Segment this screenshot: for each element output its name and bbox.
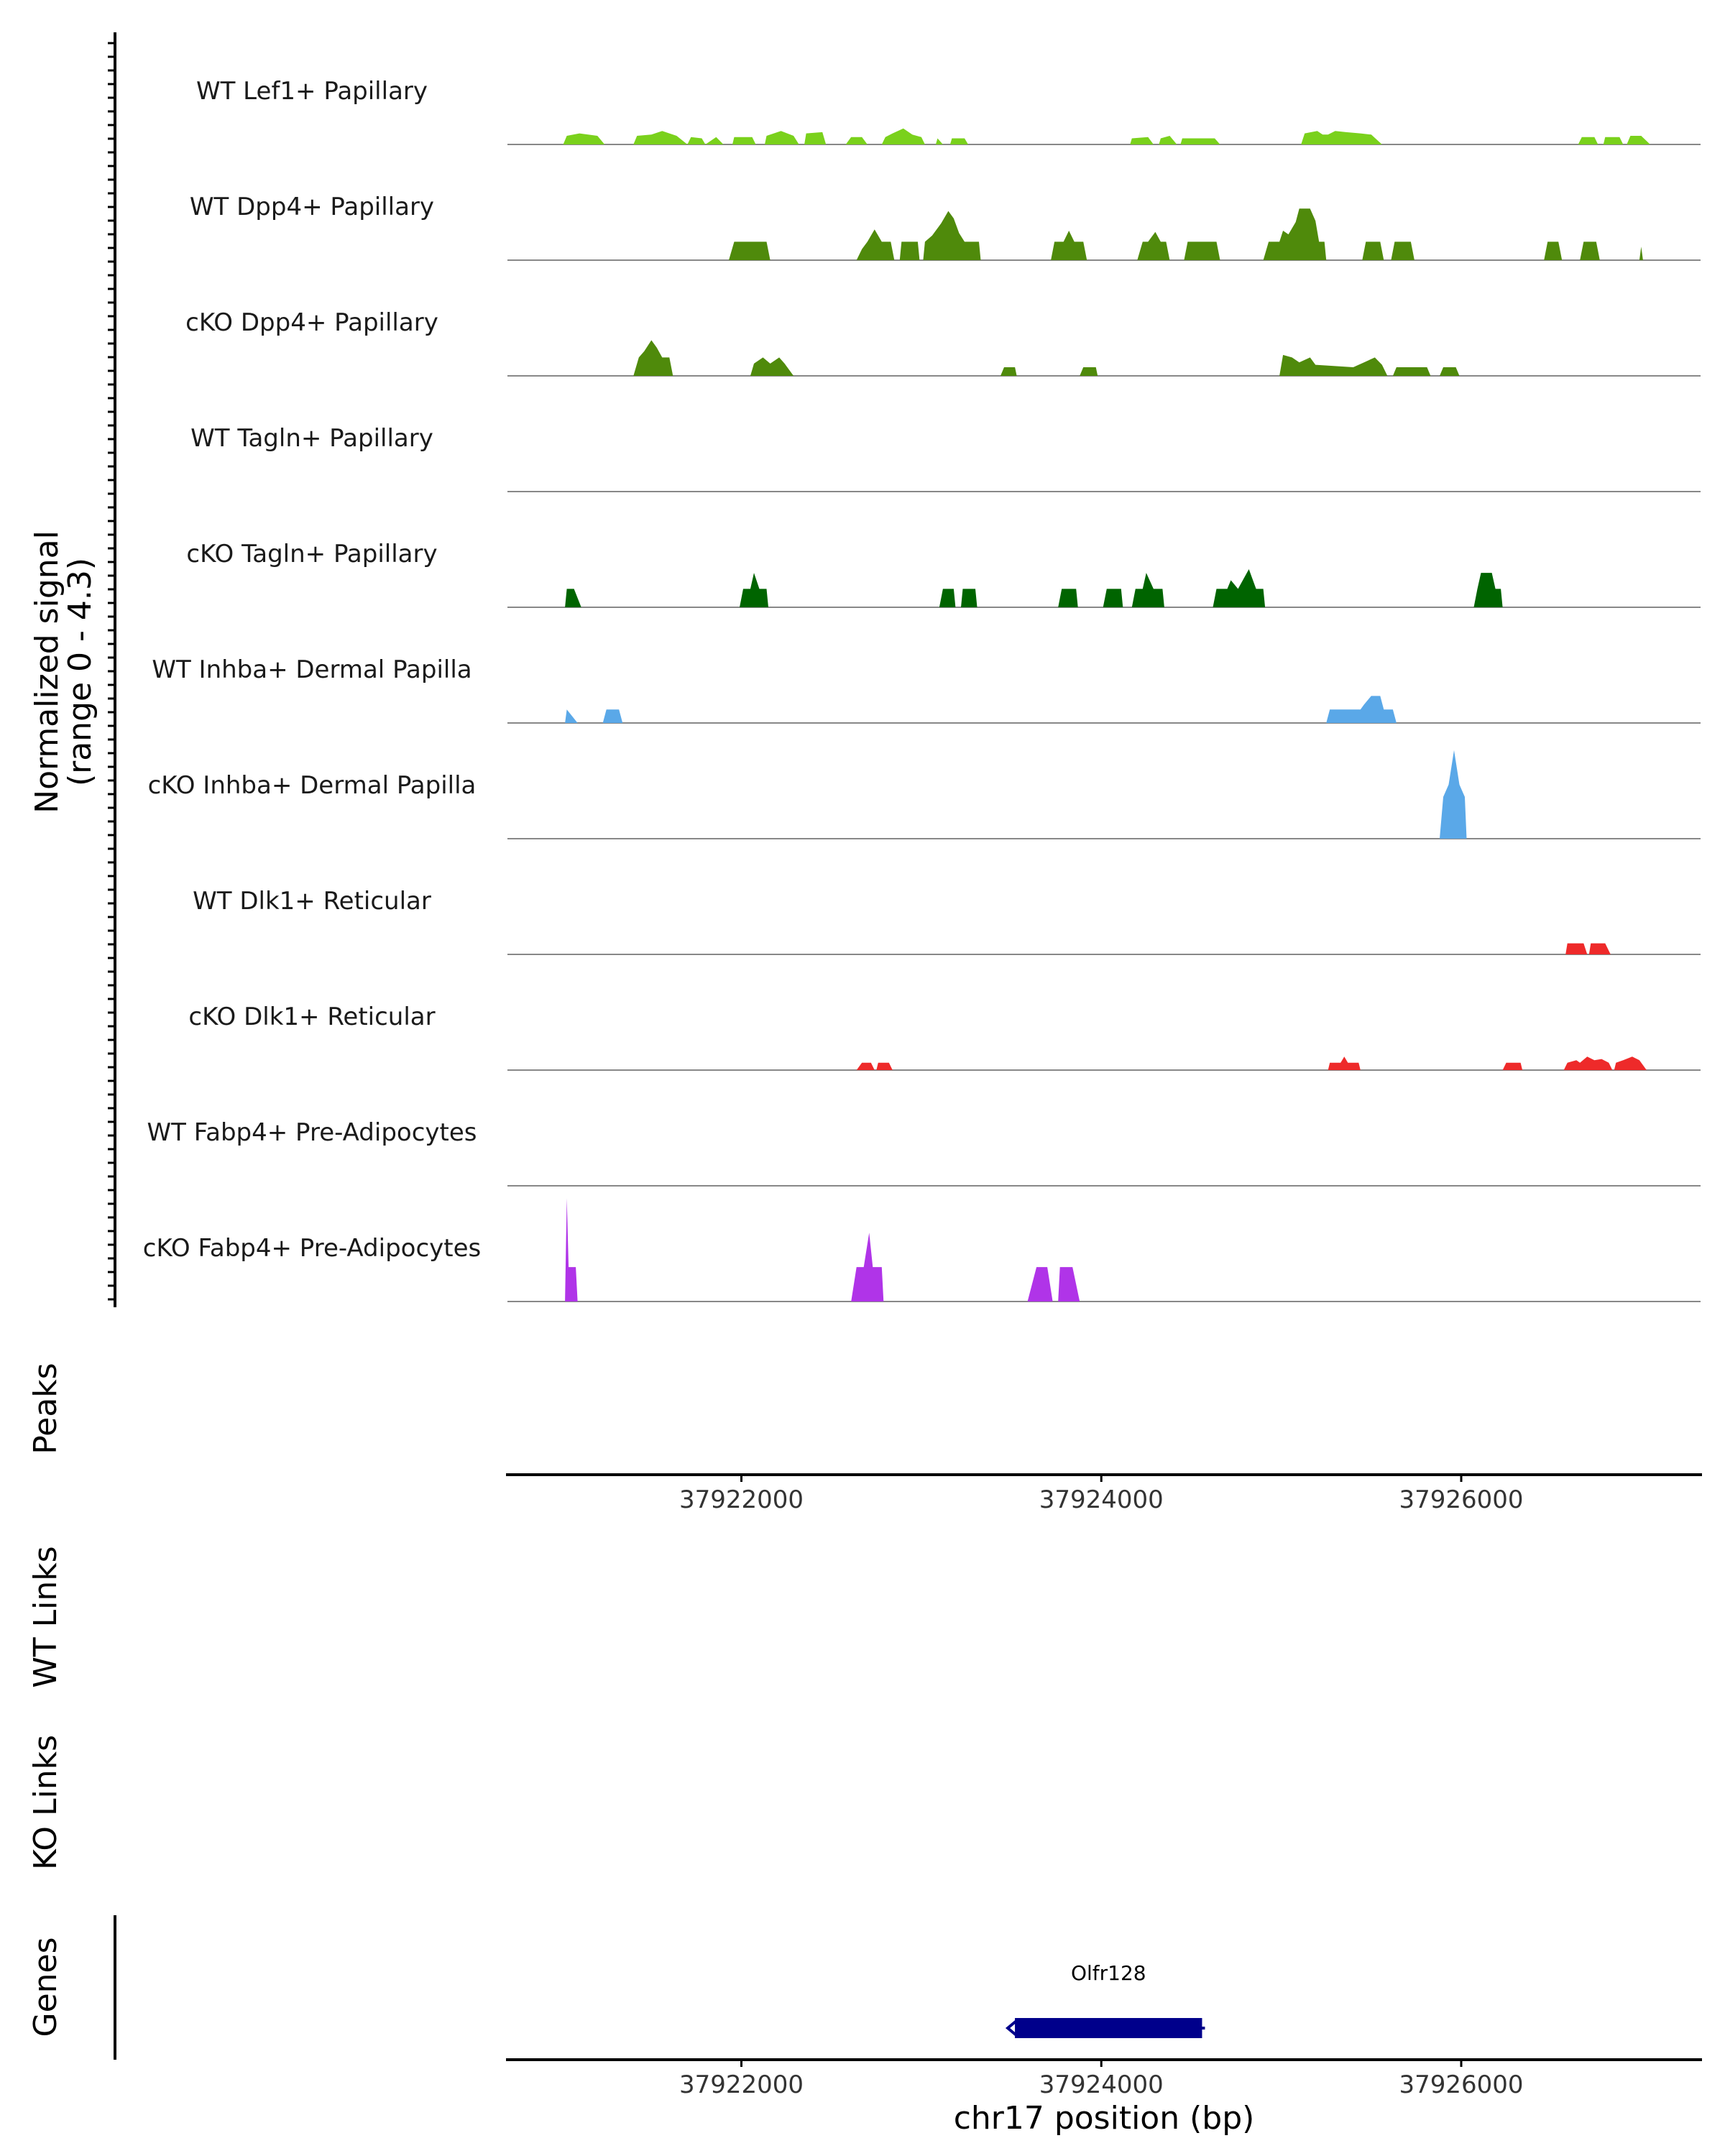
- peaks-x-tick-label: 37924000: [1039, 1485, 1164, 1514]
- track-label: WT Tagln+ Papillary: [190, 424, 433, 453]
- genes-x-tick-label: 37926000: [1399, 2070, 1523, 2099]
- y-axis-ticks: [108, 42, 115, 1301]
- track-label: WT Dpp4+ Papillary: [190, 193, 434, 221]
- gene-name-label: Olfr128: [1071, 1961, 1146, 1985]
- coverage-area: [1440, 750, 1467, 839]
- track-label: WT Fabp4+ Pre-Adipocytes: [147, 1118, 477, 1147]
- track-label: cKO Dpp4+ Papillary: [185, 308, 438, 337]
- track-label: cKO Tagln+ Papillary: [186, 540, 437, 568]
- coverage-area: [633, 340, 1460, 376]
- ko-links-label: KO Links: [27, 1735, 64, 1870]
- coverage-track-4: cKO Tagln+ Papillary: [186, 540, 1701, 608]
- gene-body: [1015, 2018, 1202, 2038]
- coverage-track-1: WT Dpp4+ Papillary: [190, 193, 1701, 261]
- coverage-track-0: WT Lef1+ Papillary: [196, 77, 1701, 145]
- track-label: cKO Inhba+ Dermal Papilla: [148, 771, 477, 800]
- coverage-area: [729, 208, 1643, 260]
- coverage-track-6: cKO Inhba+ Dermal Papilla: [148, 750, 1701, 839]
- gene-strand-arrow-icon: [1005, 2019, 1018, 2037]
- genes-label: Genes: [27, 1937, 64, 2037]
- peaks-x-tick-label: 37926000: [1399, 1485, 1523, 1514]
- y-axis-label: Normalized signal(range 0 - 4.3): [29, 530, 98, 814]
- gene-0: Olfr128: [1005, 1961, 1205, 2038]
- coverage-area: [563, 128, 1650, 144]
- peaks-label: Peaks: [27, 1363, 64, 1454]
- coverage-area: [1565, 943, 1611, 954]
- coverage-track-9: WT Fabp4+ Pre-Adipocytes: [147, 1118, 1701, 1187]
- coverage-track-10: cKO Fabp4+ Pre-Adipocytes: [143, 1198, 1701, 1302]
- track-label: cKO Fabp4+ Pre-Adipocytes: [143, 1234, 482, 1263]
- genes-x-tick-label: 37922000: [679, 2070, 804, 2099]
- coverage-area: [565, 1198, 1080, 1302]
- track-label: WT Lef1+ Papillary: [196, 77, 428, 106]
- coverage-area: [565, 696, 1397, 723]
- peaks-x-tick-label: 37922000: [679, 1485, 804, 1514]
- track-label: WT Dlk1+ Reticular: [193, 887, 431, 916]
- coverage-track-7: WT Dlk1+ Reticular: [193, 887, 1701, 955]
- y-axis-label-line-1: Normalized signal: [29, 530, 65, 814]
- coverage-track-5: WT Inhba+ Dermal Papilla: [152, 655, 1701, 724]
- x-axis-label: chr17 position (bp): [954, 2100, 1255, 2137]
- coverage-track-3: WT Tagln+ Papillary: [190, 424, 1701, 492]
- genes-x-tick-label: 37924000: [1039, 2070, 1164, 2099]
- wt-links-label: WT Links: [27, 1546, 64, 1687]
- y-axis-label-line-2: (range 0 - 4.3): [62, 558, 98, 786]
- coverage-track-2: cKO Dpp4+ Papillary: [185, 308, 1701, 377]
- track-label: WT Inhba+ Dermal Papilla: [152, 655, 472, 684]
- coverage-area: [856, 1056, 1647, 1070]
- track-label: cKO Dlk1+ Reticular: [188, 1003, 435, 1031]
- coverage-area: [565, 569, 1503, 607]
- coverage-track-8: cKO Dlk1+ Reticular: [188, 1003, 1701, 1071]
